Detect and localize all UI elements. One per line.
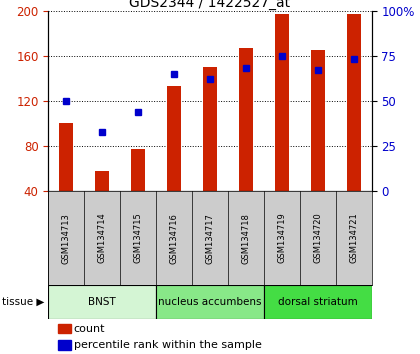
Text: GSM134716: GSM134716 bbox=[170, 213, 178, 263]
Bar bbox=[58, 324, 71, 333]
Bar bbox=[311, 50, 325, 191]
Bar bbox=[58, 340, 71, 350]
Text: BNST: BNST bbox=[88, 297, 116, 307]
Bar bbox=[239, 48, 253, 191]
Bar bbox=[346, 14, 361, 191]
Bar bbox=[203, 67, 217, 191]
Bar bbox=[264, 285, 372, 319]
Bar bbox=[167, 86, 181, 191]
Title: GDS2344 / 1422527_at: GDS2344 / 1422527_at bbox=[129, 0, 291, 10]
Text: GSM134717: GSM134717 bbox=[205, 213, 215, 263]
Text: dorsal striatum: dorsal striatum bbox=[278, 297, 358, 307]
Bar bbox=[59, 124, 74, 191]
Text: GSM134719: GSM134719 bbox=[277, 213, 286, 263]
Bar bbox=[48, 285, 156, 319]
Text: count: count bbox=[74, 324, 105, 333]
Text: GSM134721: GSM134721 bbox=[349, 213, 358, 263]
Bar bbox=[275, 14, 289, 191]
Text: percentile rank within the sample: percentile rank within the sample bbox=[74, 340, 261, 350]
Bar bbox=[131, 149, 145, 191]
Text: GSM134713: GSM134713 bbox=[62, 213, 71, 263]
Bar bbox=[156, 285, 264, 319]
Text: tissue ▶: tissue ▶ bbox=[2, 297, 44, 307]
Text: GSM134714: GSM134714 bbox=[98, 213, 107, 263]
Text: GSM134718: GSM134718 bbox=[241, 213, 250, 263]
Bar bbox=[95, 171, 109, 191]
Text: GSM134720: GSM134720 bbox=[313, 213, 322, 263]
Text: nucleus accumbens: nucleus accumbens bbox=[158, 297, 262, 307]
Text: GSM134715: GSM134715 bbox=[134, 213, 143, 263]
